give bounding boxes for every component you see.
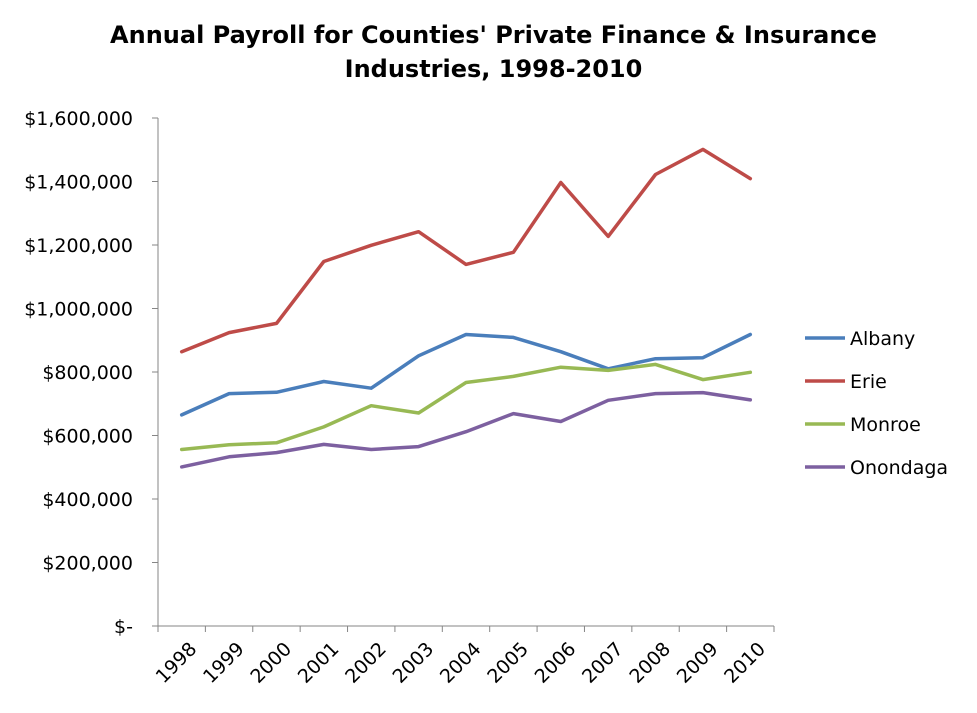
legend-label: Erie xyxy=(850,371,887,393)
chart-title-line-2: Industries, 1998-2010 xyxy=(344,55,643,83)
x-tick-label: 2007 xyxy=(578,638,628,688)
y-tick-label: $1,200,000 xyxy=(24,235,133,257)
y-tick-label: $1,400,000 xyxy=(24,172,133,194)
series-line-onondaga xyxy=(179,390,753,469)
series-line-albany xyxy=(179,332,753,417)
legend-item-albany: Albany xyxy=(805,328,915,350)
y-tick-label: $200,000 xyxy=(42,553,133,575)
x-tick-label: 2009 xyxy=(673,638,723,688)
series-line-monroe xyxy=(179,362,753,452)
legend-item-erie: Erie xyxy=(805,371,887,393)
x-tick-label: 2003 xyxy=(388,638,438,688)
x-tick-label: 2004 xyxy=(436,638,486,688)
y-tick-label: $- xyxy=(114,616,133,638)
x-tick-label: 1999 xyxy=(199,638,249,688)
legend-item-monroe: Monroe xyxy=(805,414,921,436)
legend-item-onondaga: Onondaga xyxy=(805,457,948,479)
chart-title-line-1: Annual Payroll for Counties' Private Fin… xyxy=(110,21,877,49)
x-tick-label: 2006 xyxy=(531,638,581,688)
x-axis: 1998199920002001200220032004200520062007… xyxy=(152,625,775,688)
x-tick-label: 2002 xyxy=(341,638,391,688)
x-tick-label: 2000 xyxy=(246,638,296,688)
x-tick-label: 2005 xyxy=(483,638,533,688)
legend: Albany Erie Monroe Onondaga xyxy=(805,328,948,479)
legend-label: Onondaga xyxy=(850,457,948,479)
y-tick-label: $1,000,000 xyxy=(24,299,133,321)
y-axis: $- $200,000 $400,000 $600,000 $800,000 $1,000… xyxy=(24,108,159,638)
series-line-erie xyxy=(179,147,753,354)
x-tick-label: 1998 xyxy=(152,638,202,688)
series-lines xyxy=(179,147,753,469)
y-tick-label: $800,000 xyxy=(42,362,133,384)
legend-label: Albany xyxy=(850,328,915,350)
chart-title: Annual Payroll for Counties' Private Fin… xyxy=(0,18,977,86)
y-tick-label: $400,000 xyxy=(42,489,133,511)
x-tick-label: 2010 xyxy=(720,638,770,688)
y-tick-label: $600,000 xyxy=(42,426,133,448)
x-tick-label: 2008 xyxy=(625,638,675,688)
x-tick-label: 2001 xyxy=(294,638,344,688)
legend-label: Monroe xyxy=(850,414,921,436)
y-tick-label: $1,600,000 xyxy=(24,108,133,130)
